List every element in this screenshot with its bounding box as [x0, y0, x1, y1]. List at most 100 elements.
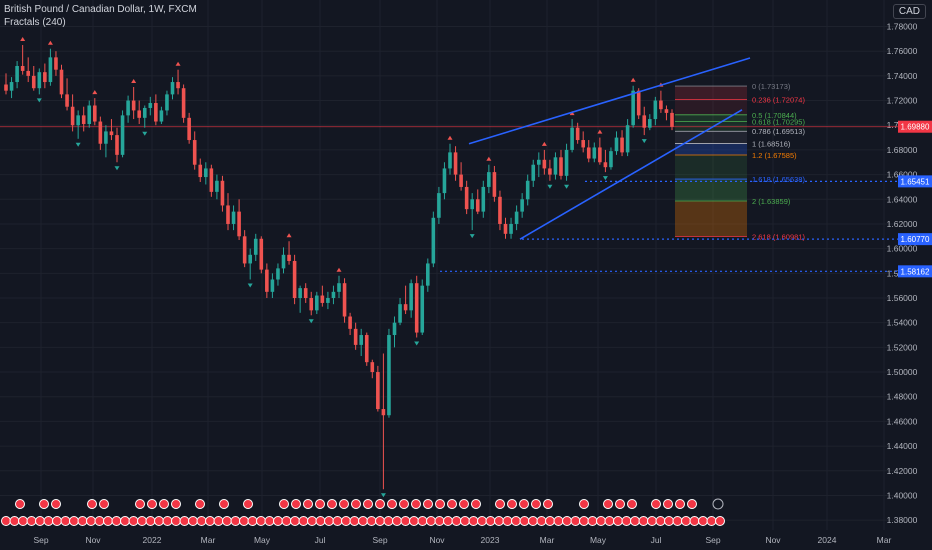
event-icon[interactable] — [292, 500, 301, 509]
event-icon[interactable] — [340, 500, 349, 509]
event-icon[interactable] — [427, 517, 436, 526]
event-icon[interactable] — [469, 517, 478, 526]
event-icon[interactable] — [40, 500, 49, 509]
event-icon[interactable] — [206, 517, 215, 526]
event-icon[interactable] — [412, 500, 421, 509]
event-icon[interactable] — [461, 517, 470, 526]
event-icon[interactable] — [529, 517, 538, 526]
event-icon[interactable] — [265, 517, 274, 526]
event-icon[interactable] — [231, 517, 240, 526]
event-icon[interactable] — [53, 517, 62, 526]
event-icon[interactable] — [580, 500, 589, 509]
event-icon[interactable] — [257, 517, 266, 526]
event-icon[interactable] — [146, 517, 155, 526]
event-icon[interactable] — [10, 517, 19, 526]
event-icon[interactable] — [496, 500, 505, 509]
event-icon[interactable] — [622, 517, 631, 526]
event-icon[interactable] — [614, 517, 623, 526]
event-icon[interactable] — [520, 517, 529, 526]
event-icon[interactable] — [52, 500, 61, 509]
event-icon[interactable] — [639, 517, 648, 526]
event-icon[interactable] — [104, 517, 113, 526]
event-icon[interactable] — [112, 517, 121, 526]
event-icon[interactable] — [316, 517, 325, 526]
event-icon[interactable] — [410, 517, 419, 526]
event-icon[interactable] — [19, 517, 28, 526]
event-icon[interactable] — [401, 517, 410, 526]
event-icon[interactable] — [486, 517, 495, 526]
event-icon[interactable] — [2, 517, 11, 526]
event-icon[interactable] — [325, 517, 334, 526]
event-icon[interactable] — [716, 517, 725, 526]
event-icon[interactable] — [656, 517, 665, 526]
event-icon[interactable] — [546, 517, 555, 526]
event-icon[interactable] — [282, 517, 291, 526]
event-icon[interactable] — [532, 500, 541, 509]
event-icon[interactable] — [121, 517, 130, 526]
event-icon[interactable] — [508, 500, 517, 509]
event-icon[interactable] — [588, 517, 597, 526]
event-icon[interactable] — [87, 517, 96, 526]
event-icon[interactable] — [544, 500, 553, 509]
event-icon[interactable] — [280, 500, 289, 509]
event-icon[interactable] — [376, 517, 385, 526]
event-icon[interactable] — [676, 500, 685, 509]
event-icon[interactable] — [70, 517, 79, 526]
event-icon[interactable] — [350, 517, 359, 526]
event-icon[interactable] — [452, 517, 461, 526]
event-icon[interactable] — [400, 500, 409, 509]
event-icon[interactable] — [435, 517, 444, 526]
event-icon[interactable] — [223, 517, 232, 526]
event-icon[interactable] — [88, 500, 97, 509]
event-icon[interactable] — [364, 500, 373, 509]
event-icon[interactable] — [563, 517, 572, 526]
event-icon[interactable] — [604, 500, 613, 509]
event-icon[interactable] — [172, 517, 181, 526]
event-icon[interactable] — [537, 517, 546, 526]
event-icon[interactable] — [220, 500, 229, 509]
event-icon[interactable] — [197, 517, 206, 526]
event-icon[interactable] — [248, 517, 257, 526]
event-icon[interactable] — [136, 500, 145, 509]
event-icon[interactable] — [384, 517, 393, 526]
event-icon[interactable] — [460, 500, 469, 509]
event-icon[interactable] — [308, 517, 317, 526]
event-icon[interactable] — [299, 517, 308, 526]
event-icon[interactable] — [418, 517, 427, 526]
event-icon[interactable] — [648, 517, 657, 526]
event-icon[interactable] — [424, 500, 433, 509]
event-icon[interactable] — [328, 500, 337, 509]
event-icon[interactable] — [393, 517, 402, 526]
event-icon[interactable] — [27, 517, 36, 526]
event-icon[interactable] — [155, 517, 164, 526]
event-icon[interactable] — [196, 500, 205, 509]
symbol-title[interactable]: British Pound / Canadian Dollar, 1W, FXC… — [4, 4, 197, 15]
event-icon[interactable] — [688, 500, 697, 509]
event-icon[interactable] — [172, 500, 181, 509]
event-icon[interactable] — [163, 517, 172, 526]
event-icon[interactable] — [699, 517, 708, 526]
event-icon[interactable] — [682, 517, 691, 526]
event-icon[interactable] — [148, 500, 157, 509]
event-icon[interactable] — [520, 500, 529, 509]
event-icon[interactable] — [664, 500, 673, 509]
event-icon[interactable] — [61, 517, 70, 526]
event-icon[interactable] — [240, 517, 249, 526]
event-icon[interactable] — [652, 500, 661, 509]
event-icon[interactable] — [352, 500, 361, 509]
event-icon[interactable] — [129, 517, 138, 526]
event-icon[interactable] — [95, 517, 104, 526]
event-icon[interactable] — [316, 500, 325, 509]
event-icon[interactable] — [616, 500, 625, 509]
event-icon[interactable] — [291, 517, 300, 526]
event-icon[interactable] — [367, 517, 376, 526]
event-icon[interactable] — [244, 500, 253, 509]
event-icon[interactable] — [100, 500, 109, 509]
event-icon[interactable] — [304, 500, 313, 509]
event-icon[interactable] — [444, 517, 453, 526]
event-icon[interactable] — [342, 517, 351, 526]
event-icon[interactable] — [665, 517, 674, 526]
event-icon[interactable] — [571, 517, 580, 526]
event-icon[interactable] — [478, 517, 487, 526]
